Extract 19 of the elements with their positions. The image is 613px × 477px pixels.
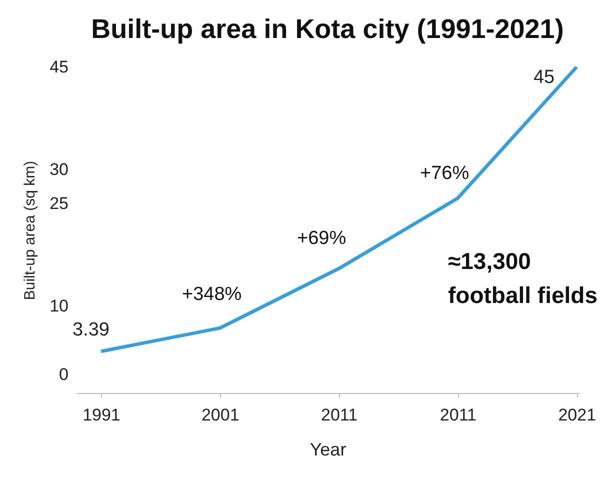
annotation: ≈13,300 football fields [448, 248, 598, 308]
data-label: 3.39 [72, 319, 110, 340]
y-tick-label: 0 [59, 365, 68, 384]
y-tick-label: 45 [50, 58, 68, 76]
x-axis-title: Year [310, 440, 346, 460]
x-tick-label: 1991 [82, 406, 120, 424]
chart-title: Built-up area in Kota city (1991-2021) [91, 14, 564, 44]
x-tick-label: 2021 [558, 406, 596, 424]
x-tick-label: 2011 [440, 406, 476, 424]
y-tick-label: 30 [50, 160, 68, 180]
annotation: +348% [182, 284, 242, 305]
y-tick-label: 10 [50, 296, 68, 316]
x-tick-label: 2011 [321, 406, 358, 424]
annotation: +76% [420, 163, 470, 184]
data-label: 45 [533, 67, 555, 88]
x-tick-label: 2001 [201, 406, 240, 424]
y-tick-label: 25 [50, 194, 68, 214]
y-axis-title: Built-up area (sq km) [22, 160, 39, 300]
annotation: +69% [297, 228, 346, 249]
